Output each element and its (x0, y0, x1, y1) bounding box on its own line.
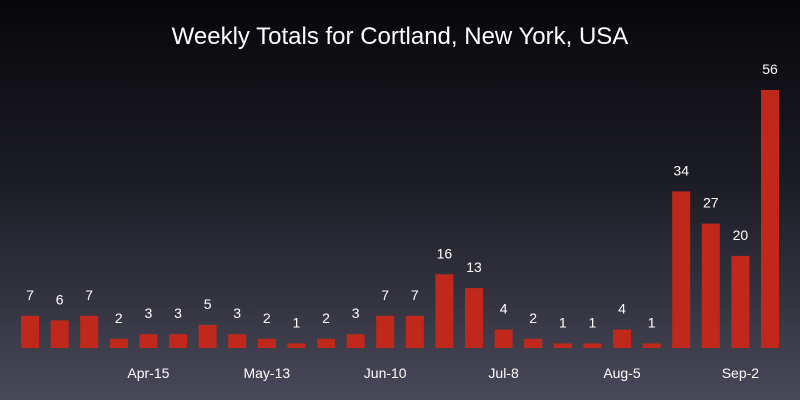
bar-7 (228, 334, 247, 348)
bar-value-label-9: 1 (293, 314, 301, 330)
bar-24 (731, 255, 750, 348)
bar-value-label-22: 34 (673, 162, 689, 178)
bar-value-label-7: 3 (233, 305, 241, 321)
bar-11 (346, 334, 365, 348)
bar-14 (435, 274, 454, 348)
bar-value-label-11: 3 (352, 305, 360, 321)
bar-17 (524, 338, 543, 348)
bar-value-label-12: 7 (381, 287, 389, 303)
bar-10 (317, 338, 335, 348)
bar-value-label-1: 6 (56, 291, 64, 307)
x-tick-label: Jun-10 (364, 365, 407, 381)
bar-12 (376, 315, 395, 349)
bar-2 (80, 315, 99, 349)
bar-value-label-6: 5 (204, 296, 212, 312)
bar-3 (109, 338, 128, 348)
bar-value-label-5: 3 (174, 305, 182, 321)
bar-15 (465, 288, 483, 348)
chart-title: Weekly Totals for Cortland, New York, US… (172, 23, 629, 50)
bar-8 (257, 338, 276, 348)
bar-value-label-2: 7 (85, 287, 93, 303)
bar-value-label-24: 20 (733, 227, 749, 243)
bar-20 (613, 329, 631, 348)
bar-1 (50, 320, 69, 348)
bar-25 (761, 90, 779, 348)
bar-9 (287, 343, 306, 348)
bar-18 (553, 343, 572, 348)
bar-value-label-3: 2 (115, 310, 123, 326)
bar-value-label-16: 4 (500, 301, 508, 317)
x-tick-label: Apr-15 (127, 365, 169, 381)
x-tick-label: Aug-5 (603, 365, 641, 381)
bars-group (21, 90, 779, 349)
bar-22 (672, 191, 691, 348)
x-tick-label: Sep-2 (722, 365, 760, 381)
bar-value-label-19: 1 (589, 314, 597, 330)
bar-6 (198, 325, 217, 348)
bar-4 (139, 334, 158, 348)
bar-23 (701, 223, 720, 348)
x-tick-label: Jul-8 (488, 365, 519, 381)
bar-5 (169, 334, 187, 348)
bar-13 (405, 315, 424, 349)
x-tick-label: May-13 (243, 365, 290, 381)
bar-value-label-13: 7 (411, 287, 419, 303)
bar-value-label-17: 2 (529, 310, 537, 326)
bar-16 (494, 329, 513, 348)
bar-0 (21, 315, 39, 349)
bar-value-label-14: 16 (437, 245, 453, 261)
bar-value-label-4: 3 (145, 305, 153, 321)
bar-value-label-18: 1 (559, 314, 567, 330)
bar-value-label-15: 13 (466, 259, 482, 275)
bar-value-label-20: 4 (618, 301, 626, 317)
bar-value-label-23: 27 (703, 195, 719, 211)
bar-value-label-10: 2 (322, 310, 330, 326)
bar-19 (583, 343, 602, 348)
bar-21 (642, 343, 661, 348)
bar-value-label-25: 56 (762, 61, 778, 77)
x-axis-ticks: Apr-15 May-13 Jun-10 Jul-8 Aug-5 Sep-2 (127, 365, 759, 381)
bar-value-label-8: 2 (263, 310, 271, 326)
bar-value-label-21: 1 (648, 314, 656, 330)
bar-value-label-0: 7 (26, 287, 34, 303)
